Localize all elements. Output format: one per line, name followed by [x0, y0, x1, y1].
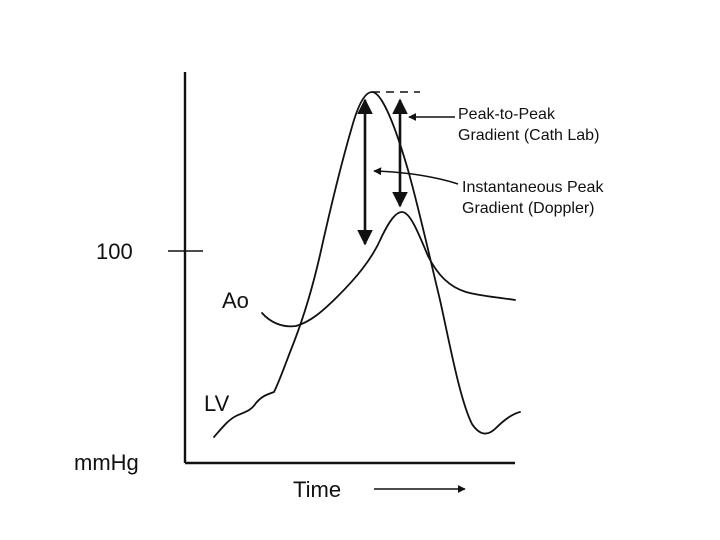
instantaneous-label-line1: Instantaneous Peak — [462, 179, 604, 196]
ao-pressure-curve — [261, 211, 516, 328]
x-axis-label: Time — [293, 477, 341, 502]
y-unit-label: mmHg — [74, 450, 139, 475]
instantaneous-label-line2: Gradient (Doppler) — [462, 200, 595, 217]
ao-curve-label: Ao — [222, 288, 249, 313]
peak-to-peak-label-line2: Gradient (Cath Lab) — [458, 127, 599, 144]
instantaneous-pointer — [373, 167, 459, 185]
lv-pressure-curve — [213, 91, 521, 438]
peak-to-peak-label-line1: Peak-to-Peak — [458, 106, 556, 123]
lv-curve-label: LV — [204, 391, 230, 416]
y-tick-100-label: 100 — [96, 239, 133, 264]
